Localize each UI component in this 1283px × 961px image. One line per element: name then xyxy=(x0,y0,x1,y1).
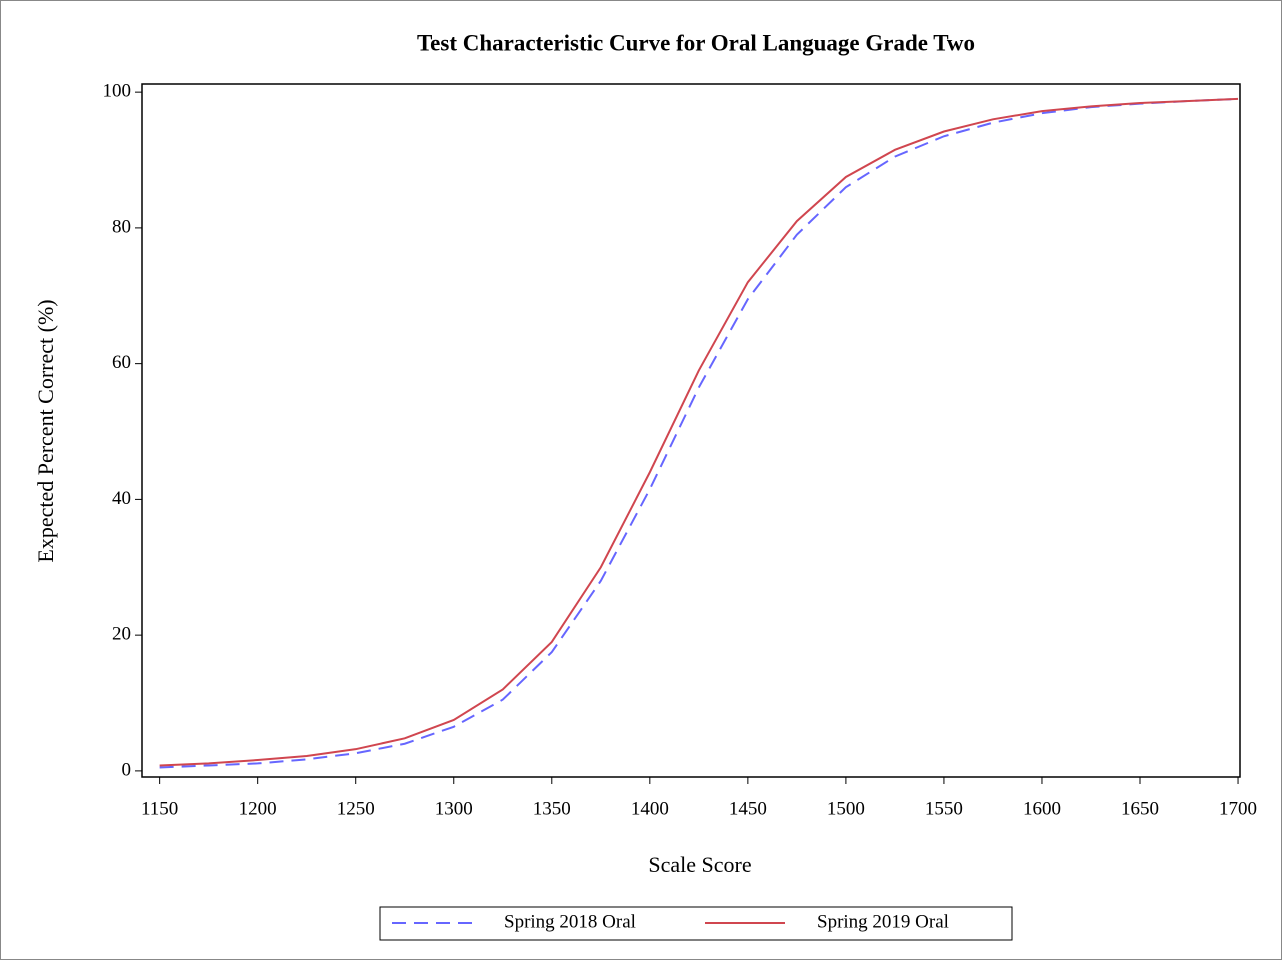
x-tick-label: 1200 xyxy=(239,798,277,819)
y-tick-label: 80 xyxy=(112,216,131,237)
y-tick-label: 40 xyxy=(112,488,131,509)
x-tick-label: 1700 xyxy=(1219,798,1257,819)
y-tick-label: 60 xyxy=(112,352,131,373)
x-tick-label: 1500 xyxy=(827,798,865,819)
x-tick-label: 1650 xyxy=(1121,798,1159,819)
legend-label: Spring 2018 Oral xyxy=(504,911,636,932)
plot-border xyxy=(141,83,1241,778)
x-tick-label: 1300 xyxy=(435,798,473,819)
x-tick-label: 1150 xyxy=(141,798,178,819)
y-tick-label: 20 xyxy=(112,624,131,645)
legend-label: Spring 2019 Oral xyxy=(817,911,949,932)
series-line xyxy=(159,97,1239,767)
x-tick-label: 1550 xyxy=(925,798,963,819)
chart-title: Test Characteristic Curve for Oral Langu… xyxy=(417,30,975,55)
legend xyxy=(379,906,1013,941)
x-tick-label: 1350 xyxy=(533,798,571,819)
y-tick-label: 100 xyxy=(103,81,132,102)
x-tick-label: 1450 xyxy=(729,798,767,819)
x-tick-label: 1250 xyxy=(337,798,375,819)
x-tick-label: 1600 xyxy=(1023,798,1061,819)
x-tick-label: 1400 xyxy=(631,798,669,819)
x-axis-label: Scale Score xyxy=(648,852,751,877)
y-axis-label: Expected Percent Correct (%) xyxy=(33,299,58,562)
series-line xyxy=(159,97,1239,769)
y-tick-label: 0 xyxy=(122,759,132,780)
